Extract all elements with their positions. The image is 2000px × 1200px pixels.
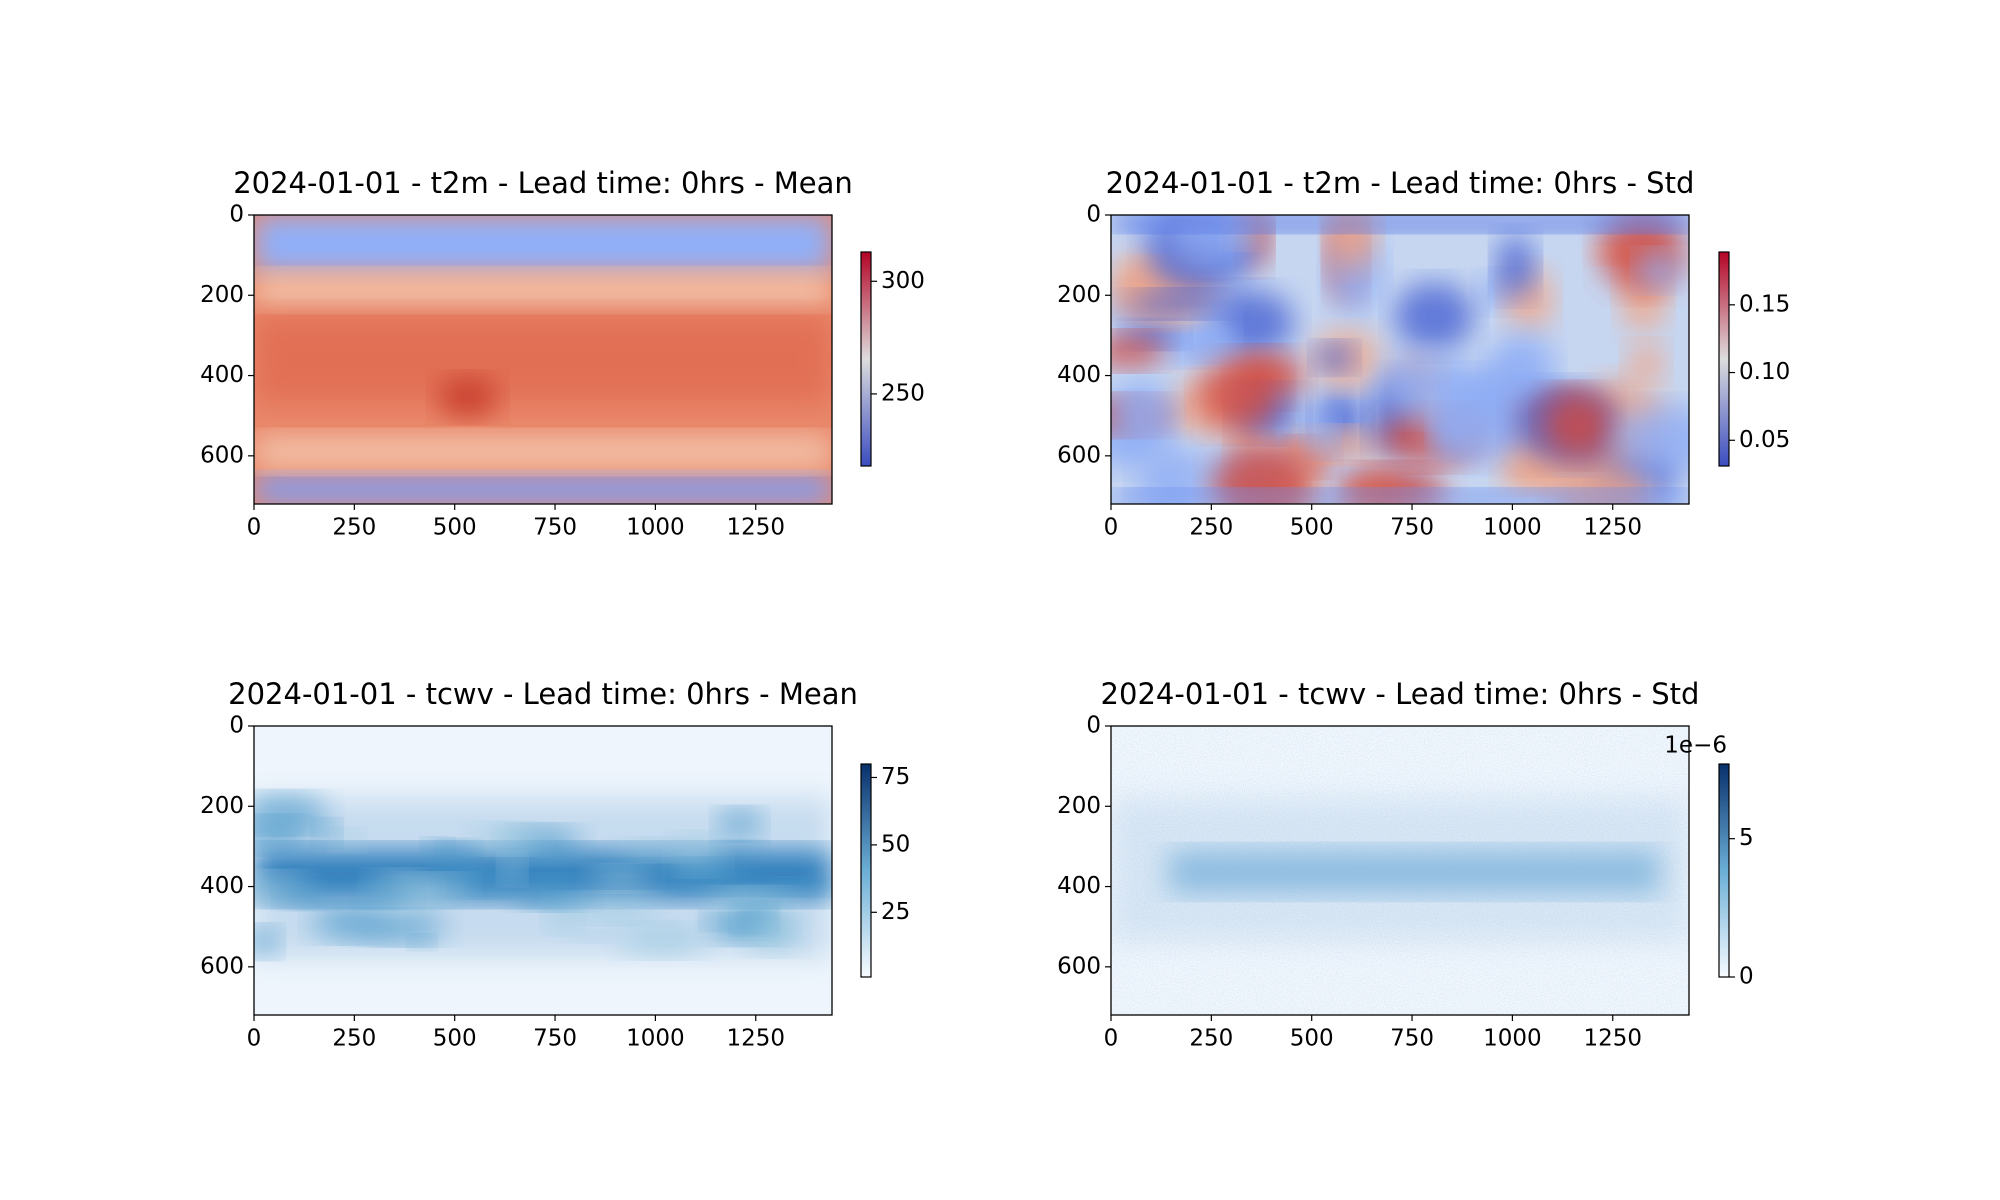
x-tick-label: 1250	[1583, 515, 1642, 541]
x-tick-label: 0	[1104, 1026, 1119, 1052]
heatmap-image	[1111, 215, 1689, 504]
heatmap-image	[254, 215, 832, 504]
colorbar-tick-label: 75	[881, 764, 910, 790]
x-tick-label: 500	[1290, 1026, 1334, 1052]
x-tick-label: 250	[332, 515, 376, 541]
colorbar	[860, 763, 872, 978]
y-tick-label: 200	[1057, 282, 1101, 308]
x-tick-label: 750	[1390, 1026, 1434, 1052]
x-tick-label: 500	[433, 515, 477, 541]
colorbar-tick-label: 0	[1739, 964, 1754, 990]
y-tick-label: 0	[1086, 202, 1101, 228]
colorbar-tick-label: 0.05	[1739, 427, 1790, 453]
colorbar-tick-label: 0.10	[1739, 359, 1790, 385]
x-tick-label: 1250	[726, 515, 785, 541]
colorbar-tick-label: 300	[881, 268, 925, 294]
subplot: 2024-01-01 - t2m - Lead time: 0hrs - Std…	[1057, 166, 1790, 541]
y-tick-label: 400	[1057, 362, 1101, 388]
subplot: 2024-01-01 - tcwv - Lead time: 0hrs - Me…	[200, 677, 910, 1052]
x-tick-label: 1000	[626, 1026, 685, 1052]
y-tick-label: 600	[200, 953, 244, 979]
subplot: 2024-01-01 - tcwv - Lead time: 0hrs - St…	[1057, 677, 1754, 1052]
y-tick-label: 600	[1057, 953, 1101, 979]
x-tick-label: 250	[332, 1026, 376, 1052]
x-tick-label: 1000	[626, 515, 685, 541]
x-tick-label: 1000	[1483, 515, 1542, 541]
subplot-title: 2024-01-01 - t2m - Lead time: 0hrs - Std	[1106, 166, 1695, 200]
x-tick-label: 0	[247, 1026, 262, 1052]
heatmap-image	[1111, 726, 1689, 1015]
y-tick-label: 600	[200, 442, 244, 468]
x-tick-label: 750	[1390, 515, 1434, 541]
x-tick-label: 250	[1189, 1026, 1233, 1052]
x-tick-label: 750	[533, 515, 577, 541]
axes-frame	[1110, 214, 1690, 505]
y-tick-label: 200	[1057, 793, 1101, 819]
y-tick-label: 0	[229, 713, 244, 739]
axes-frame	[253, 725, 833, 1016]
axes-frame	[1110, 725, 1690, 1016]
colorbar-tick-label: 25	[881, 899, 910, 925]
x-tick-label: 500	[1290, 515, 1334, 541]
subplot: 2024-01-01 - t2m - Lead time: 0hrs - Mea…	[200, 166, 925, 541]
heatmap-image	[254, 726, 832, 1015]
y-tick-label: 200	[200, 793, 244, 819]
x-tick-label: 1250	[726, 1026, 785, 1052]
axes-frame	[253, 214, 833, 505]
colorbar-tick-label: 50	[881, 831, 910, 857]
colorbar-tick-label: 250	[881, 380, 925, 406]
colorbar-tick-label: 5	[1739, 825, 1754, 851]
x-tick-label: 250	[1189, 515, 1233, 541]
y-tick-label: 0	[1086, 713, 1101, 739]
x-tick-label: 0	[247, 515, 262, 541]
x-tick-label: 1000	[1483, 1026, 1542, 1052]
y-tick-label: 0	[229, 202, 244, 228]
subplot-title: 2024-01-01 - tcwv - Lead time: 0hrs - St…	[1101, 677, 1700, 711]
y-tick-label: 600	[1057, 442, 1101, 468]
colorbar	[1718, 251, 1730, 467]
x-tick-label: 0	[1104, 515, 1119, 541]
colorbar	[1718, 763, 1730, 978]
subplot-title: 2024-01-01 - tcwv - Lead time: 0hrs - Me…	[228, 677, 858, 711]
y-tick-label: 400	[200, 362, 244, 388]
x-tick-label: 1250	[1583, 1026, 1642, 1052]
colorbar-offset-label: 1e−6	[1664, 733, 1727, 759]
y-tick-label: 200	[200, 282, 244, 308]
y-tick-label: 400	[200, 873, 244, 899]
x-tick-label: 750	[533, 1026, 577, 1052]
subplot-title: 2024-01-01 - t2m - Lead time: 0hrs - Mea…	[233, 166, 853, 200]
colorbar-tick-label: 0.15	[1739, 291, 1790, 317]
y-tick-label: 400	[1057, 873, 1101, 899]
colorbar	[860, 251, 872, 467]
x-tick-label: 500	[433, 1026, 477, 1052]
